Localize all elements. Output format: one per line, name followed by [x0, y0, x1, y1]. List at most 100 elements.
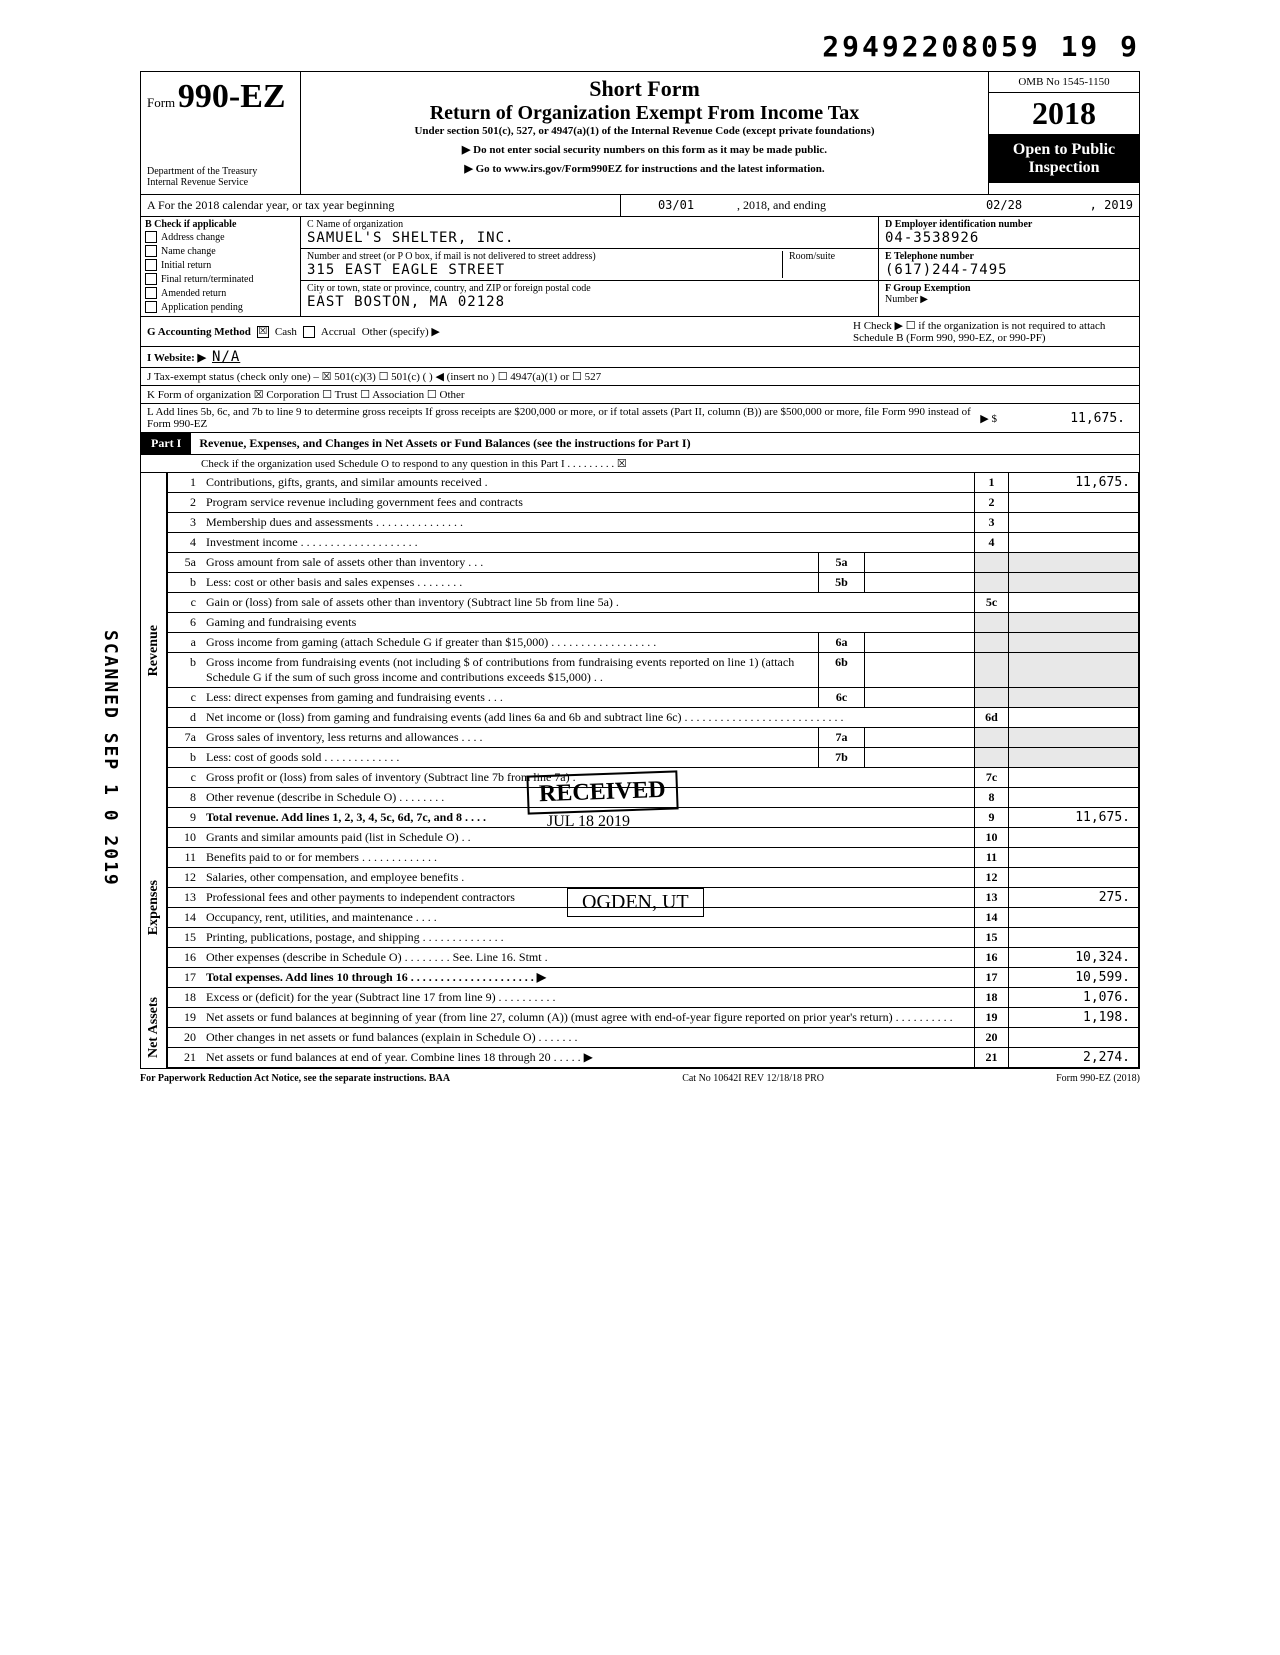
lbl-app-pending: Application pending	[161, 302, 243, 313]
line-6b-desc: Gross income from fundraising events (no…	[202, 653, 818, 687]
line-18-amt: 1,076.	[1008, 988, 1138, 1007]
line-3-desc: Membership dues and assessments . . . . …	[202, 513, 974, 532]
line-l-amount: 11,675.	[1003, 409, 1133, 428]
lbl-initial-return: Initial return	[161, 260, 211, 271]
org-address: 315 EAST EAGLE STREET	[307, 262, 782, 278]
line-17-amt: 10,599.	[1008, 968, 1138, 987]
line-19-amt: 1,198.	[1008, 1008, 1138, 1027]
line-10-desc: Grants and similar amounts paid (list in…	[202, 828, 974, 847]
tax-year: 2018	[989, 93, 1139, 135]
identity-block: B Check if applicable Address change Nam…	[140, 217, 1140, 317]
part-1-label: Part I	[141, 433, 191, 454]
line-2-desc: Program service revenue including govern…	[202, 493, 974, 512]
subtitle: Under section 501(c), 527, or 4947(a)(1)…	[309, 125, 980, 137]
chk-final-return[interactable]	[145, 273, 157, 285]
line-17-desc: Total expenses. Add lines 10 through 16 …	[202, 968, 974, 987]
lbl-name-change: Name change	[161, 246, 216, 257]
footer-left: For Paperwork Reduction Act Notice, see …	[140, 1073, 450, 1084]
line-g-h: G Accounting Method ☒ Cash Accrual Other …	[140, 317, 1140, 347]
tax-year-begin: 03/01	[621, 195, 731, 216]
omb-number: OMB No 1545-1150	[989, 72, 1139, 93]
line-9-amt: 11,675.	[1008, 808, 1138, 827]
footer-mid: Cat No 10642I REV 12/18/18 PRO	[682, 1073, 824, 1084]
box-e-label: E Telephone number	[885, 251, 1133, 262]
line-5b-desc: Less: cost or other basis and sales expe…	[202, 573, 818, 592]
form-header: Form 990-EZ Department of the Treasury I…	[140, 71, 1140, 195]
open-public-badge: Open to Public Inspection	[989, 135, 1139, 183]
part-1-header: Part I Revenue, Expenses, and Changes in…	[140, 433, 1140, 455]
revenue-side-label: Revenue	[146, 625, 162, 676]
lbl-amended: Amended return	[161, 288, 226, 299]
line-h: H Check ▶ ☐ if the organization is not r…	[853, 319, 1133, 344]
line-7b-desc: Less: cost of goods sold . . . . . . . .…	[202, 748, 818, 767]
line-a-mid: , 2018, and ending	[731, 195, 949, 216]
line-5c-desc: Gain or (loss) from sale of assets other…	[202, 593, 974, 612]
box-c-label: C Name of organization	[307, 219, 872, 230]
line-6a-desc: Gross income from gaming (attach Schedul…	[202, 633, 818, 652]
room-label: Room/suite	[789, 251, 872, 262]
return-title: Return of Organization Exempt From Incom…	[309, 102, 980, 125]
chk-initial-return[interactable]	[145, 259, 157, 271]
chk-amended[interactable]	[145, 287, 157, 299]
line-1-amt: 11,675.	[1008, 473, 1138, 492]
website-value: N/A	[212, 349, 240, 365]
line-13-desc: Professional fees and other payments to …	[202, 888, 974, 907]
line-6-desc: Gaming and fundraising events	[202, 613, 974, 632]
lbl-cash: Cash	[275, 326, 297, 338]
line-i: I Website: ▶ N/A	[140, 347, 1140, 368]
line-18-desc: Excess or (deficit) for the year (Subtra…	[202, 988, 974, 1007]
tax-year-end: 02/28	[949, 195, 1059, 216]
line-4-desc: Investment income . . . . . . . . . . . …	[202, 533, 974, 552]
line-12-desc: Salaries, other compensation, and employ…	[202, 868, 974, 887]
lbl-final-return: Final return/terminated	[161, 274, 253, 285]
line-8-desc: Other revenue (describe in Schedule O) .…	[202, 788, 974, 807]
footer: For Paperwork Reduction Act Notice, see …	[140, 1069, 1140, 1088]
city-label: City or town, state or province, country…	[307, 283, 872, 294]
line-7a-desc: Gross sales of inventory, less returns a…	[202, 728, 818, 747]
org-name: SAMUEL'S SHELTER, INC.	[307, 230, 872, 246]
lbl-address-change: Address change	[161, 232, 225, 243]
ssn-note: ▶ Do not enter social security numbers o…	[309, 143, 980, 156]
footer-right: Form 990-EZ (2018)	[1056, 1073, 1140, 1084]
addr-label: Number and street (or P O box, if mail i…	[307, 251, 782, 262]
chk-accrual[interactable]	[303, 326, 315, 338]
lbl-other: Other (specify) ▶	[362, 325, 440, 338]
form-prefix: Form	[147, 95, 175, 110]
dept-label: Department of the Treasury Internal Reve…	[147, 166, 294, 188]
revenue-section: Revenue 1Contributions, gifts, grants, a…	[140, 473, 1140, 828]
lbl-accrual: Accrual	[321, 326, 356, 338]
line-11-desc: Benefits paid to or for members . . . . …	[202, 848, 974, 867]
chk-cash[interactable]: ☒	[257, 326, 269, 338]
net-assets-section: Net Assets 18Excess or (deficit) for the…	[140, 988, 1140, 1069]
short-form-title: Short Form	[309, 76, 980, 102]
url-note: ▶ Go to www.irs.gov/Form990EZ for instru…	[309, 162, 980, 175]
chk-address-change[interactable]	[145, 231, 157, 243]
part-1-title: Revenue, Expenses, and Changes in Net As…	[191, 433, 1139, 454]
line-g-label: G Accounting Method	[147, 326, 251, 338]
chk-name-change[interactable]	[145, 245, 157, 257]
line-i-label: I Website: ▶	[147, 351, 206, 364]
tax-year-suffix: , 2019	[1059, 195, 1139, 216]
ein: 04-3538926	[885, 230, 1133, 246]
line-5a-desc: Gross amount from sale of assets other t…	[202, 553, 818, 572]
line-9-desc: Total revenue. Add lines 1, 2, 3, 4, 5c,…	[202, 808, 974, 827]
line-21-desc: Net assets or fund balances at end of ye…	[202, 1048, 974, 1067]
line-6d-desc: Net income or (loss) from gaming and fun…	[202, 708, 974, 727]
line-l-text: L Add lines 5b, 6c, and 7b to line 9 to …	[147, 406, 974, 430]
expenses-section: Expenses 10Grants and similar amounts pa…	[140, 828, 1140, 988]
line-a: A For the 2018 calendar year, or tax yea…	[140, 195, 1140, 217]
line-19-desc: Net assets or fund balances at beginning…	[202, 1008, 974, 1027]
line-j: J Tax-exempt status (check only one) – ☒…	[140, 368, 1140, 386]
box-f-sub: Number ▶	[885, 294, 1133, 305]
line-20-desc: Other changes in net assets or fund bala…	[202, 1028, 974, 1047]
box-d-label: D Employer identification number	[885, 219, 1133, 230]
line-6c-desc: Less: direct expenses from gaming and fu…	[202, 688, 818, 707]
form-number: 990-EZ	[178, 78, 286, 115]
expenses-side-label: Expenses	[146, 880, 162, 935]
scanned-side-text: SCANNED SEP 1 0 2019	[100, 630, 121, 887]
line-7c-desc: Gross profit or (loss) from sales of inv…	[202, 768, 974, 787]
box-f-label: F Group Exemption	[885, 283, 1133, 294]
line-14-desc: Occupancy, rent, utilities, and maintena…	[202, 908, 974, 927]
chk-app-pending[interactable]	[145, 301, 157, 313]
line-1-desc: Contributions, gifts, grants, and simila…	[202, 473, 974, 492]
